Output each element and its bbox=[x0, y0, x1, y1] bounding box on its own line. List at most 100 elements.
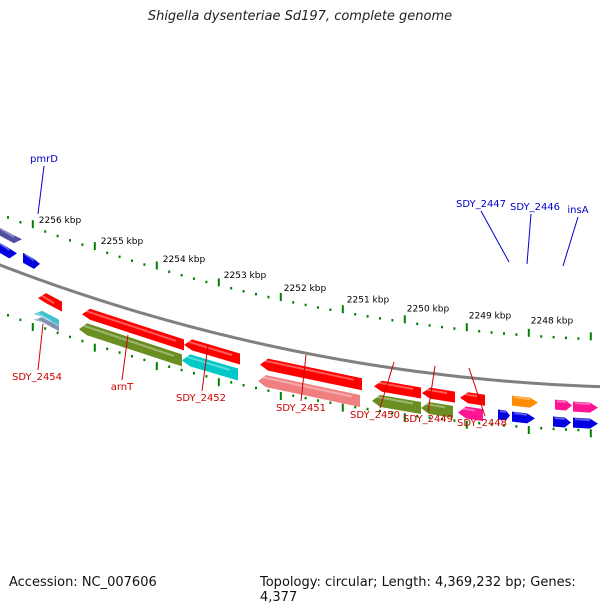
label-leader bbox=[121, 334, 129, 381]
arrow-body bbox=[38, 293, 62, 312]
arrow-body bbox=[184, 339, 240, 365]
reverse-gene-arrow bbox=[372, 394, 421, 414]
arrow-shine bbox=[83, 309, 177, 342]
label-leader bbox=[37, 165, 45, 215]
reverse-gene-arrow bbox=[258, 375, 360, 407]
label-leader bbox=[379, 361, 395, 409]
reverse-gene-arrow bbox=[260, 358, 362, 391]
reverse-gene-arrow bbox=[374, 380, 421, 399]
arrow-shine bbox=[556, 400, 567, 403]
forward-gene-arrow bbox=[0, 227, 22, 244]
label-leader bbox=[300, 354, 307, 402]
reverse-gene-arrow bbox=[34, 317, 59, 332]
arrow-body bbox=[372, 394, 421, 414]
arrow-shine bbox=[261, 359, 355, 381]
arrow-body bbox=[82, 308, 184, 351]
arrow-body bbox=[258, 375, 360, 407]
arrow-body bbox=[422, 387, 455, 403]
forward-gene-arrow bbox=[512, 411, 535, 424]
label-leader bbox=[480, 210, 510, 263]
reverse-gene-label: SDY_2448 bbox=[457, 418, 507, 429]
forward-gene-arrow bbox=[553, 416, 571, 428]
label-leader bbox=[37, 323, 44, 371]
backbone-arc bbox=[0, 263, 600, 389]
arrow-body bbox=[498, 409, 510, 421]
arrow-shine bbox=[259, 375, 353, 398]
forward-gene-label: insA bbox=[567, 205, 588, 216]
reverse-gene-arrow bbox=[422, 387, 455, 403]
arrow-body bbox=[0, 227, 22, 244]
scale-label: 2256 kbp bbox=[39, 216, 82, 226]
arrow-body bbox=[34, 317, 59, 332]
reverse-gene-arrow bbox=[38, 293, 62, 312]
reverse-gene-label: SDY_2454 bbox=[12, 372, 62, 383]
reverse-gene-label: SDY_2450 bbox=[350, 410, 400, 421]
arrow-body bbox=[79, 323, 182, 367]
arrow-body bbox=[458, 406, 483, 422]
arrow-shine bbox=[24, 253, 35, 262]
forward-gene-label: pmrD bbox=[30, 154, 58, 165]
arrow-body bbox=[573, 401, 598, 413]
forward-gene-arrow bbox=[573, 417, 598, 429]
scale-label: 2254 kbp bbox=[163, 255, 206, 265]
forward-gene-arrow bbox=[23, 252, 40, 269]
arrow-shine bbox=[0, 242, 10, 251]
arrow-shine bbox=[0, 227, 15, 238]
label-leader bbox=[201, 344, 209, 392]
reverse-gene-arrow bbox=[184, 339, 240, 365]
arrow-body bbox=[460, 392, 485, 406]
arrow-body bbox=[260, 358, 362, 391]
reverse-gene-label: SDY_2449 bbox=[403, 414, 453, 425]
forward-gene-arrow bbox=[573, 401, 598, 413]
arrow-body bbox=[553, 416, 571, 428]
accession-label: Accession: NC_007606 bbox=[9, 575, 157, 590]
forward-gene-label: SDY_2447 bbox=[456, 199, 506, 210]
reverse-gene-arrow bbox=[82, 308, 184, 351]
map-title: Shigella dysenteriae Sd197, complete gen… bbox=[147, 9, 453, 24]
reverse-gene-arrow bbox=[460, 392, 485, 406]
forward-gene-label: SDY_2446 bbox=[510, 202, 560, 213]
forward-tick-row bbox=[7, 216, 592, 341]
arrow-shine bbox=[422, 402, 446, 409]
arrow-body bbox=[555, 399, 572, 411]
forward-gene-arrow bbox=[555, 399, 572, 411]
arrow-body bbox=[0, 243, 17, 259]
arrow-shine bbox=[574, 418, 591, 422]
label-leader bbox=[468, 367, 486, 417]
forward-gene-arrow bbox=[512, 395, 538, 408]
scale-label: 2249 kbp bbox=[469, 312, 512, 322]
reverse-gene-label: arnT bbox=[111, 382, 134, 393]
arrow-body bbox=[34, 310, 59, 326]
arrow-shine bbox=[423, 388, 448, 395]
arrow-body bbox=[374, 380, 421, 399]
reverse-gene-arrow bbox=[34, 310, 59, 326]
arrow-shine bbox=[513, 412, 528, 416]
arrow-shine bbox=[39, 293, 55, 304]
scale-label: 2250 kbp bbox=[407, 305, 450, 315]
reverse-tick-row bbox=[7, 314, 592, 438]
arrow-shine bbox=[459, 407, 476, 412]
reverse-gene-arrow bbox=[458, 406, 483, 422]
forward-gene-arrow bbox=[498, 409, 510, 421]
arrow-shine bbox=[513, 396, 531, 401]
arrow-shine bbox=[461, 392, 478, 398]
scale-label: 2252 kbp bbox=[284, 284, 327, 294]
arrow-shine bbox=[35, 311, 52, 322]
reverse-gene-label: SDY_2452 bbox=[176, 393, 226, 404]
arrow-body bbox=[512, 395, 538, 408]
label-leader bbox=[427, 365, 436, 413]
arrow-shine bbox=[574, 402, 591, 406]
arrow-body bbox=[573, 417, 598, 429]
forward-gene-arrow bbox=[0, 242, 17, 259]
reverse-gene-arrow bbox=[182, 354, 238, 381]
scale-label: 2255 kbp bbox=[101, 237, 144, 247]
arrow-body bbox=[512, 411, 535, 424]
arrow-shine bbox=[375, 381, 414, 390]
arrow-shine bbox=[499, 410, 506, 413]
arrow-shine bbox=[185, 339, 233, 356]
scale-label: 2253 kbp bbox=[224, 271, 267, 281]
reverse-gene-label: SDY_2451 bbox=[276, 403, 326, 414]
arrow-shine bbox=[373, 395, 414, 405]
scale-label: 2251 kbp bbox=[347, 296, 390, 306]
